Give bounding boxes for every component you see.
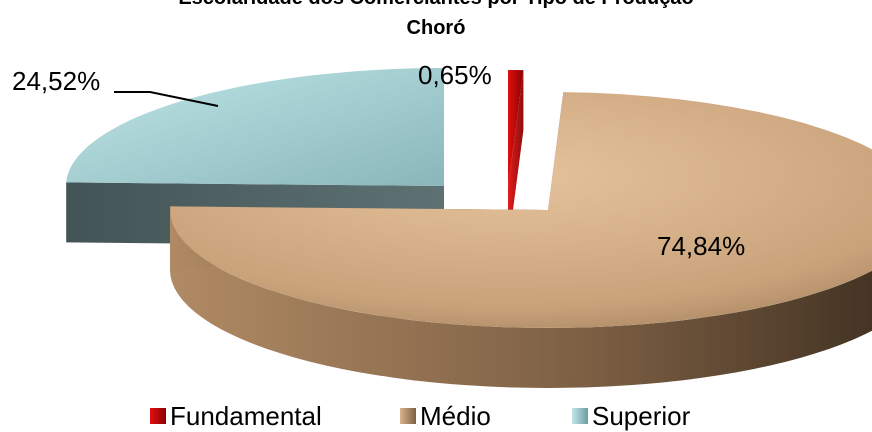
leader-line-superior <box>114 91 219 107</box>
legend-label-superior: Superior <box>592 401 691 431</box>
pie-side-medio <box>170 210 872 388</box>
legend-swatch-medio <box>400 408 416 424</box>
data-label-superior: 24,52% <box>12 66 100 96</box>
pie-top-superior <box>66 68 444 186</box>
chart-title: Escolaridade dos Comerciantes por Tipo d… <box>0 0 872 10</box>
legend-swatch-fundamental <box>150 408 166 424</box>
pie-top-medio <box>170 92 872 328</box>
data-label-medio: 74,84% <box>657 231 745 261</box>
legend-item-superior: Superior <box>572 402 690 430</box>
legend-item-fundamental: Fundamental <box>150 402 322 430</box>
legend-swatch-superior <box>572 408 588 424</box>
legend-label-medio: Médio <box>420 401 491 431</box>
legend-label-fundamental: Fundamental <box>170 401 322 431</box>
pie-slice-fundamental <box>508 70 524 248</box>
chart-subtitle: Choró <box>406 17 466 39</box>
pie-chart: 0,65% 74,84% 24,52% <box>12 60 872 388</box>
pie-slice-medio <box>170 92 872 388</box>
data-label-fundamental: 0,65% <box>418 60 492 90</box>
chart-legend: Fundamental Médio Superior <box>0 400 872 432</box>
pie-top-fundamental <box>508 70 524 188</box>
pie-cut-fundamental-1 <box>508 70 524 248</box>
legend-item-medio: Médio <box>400 402 491 430</box>
